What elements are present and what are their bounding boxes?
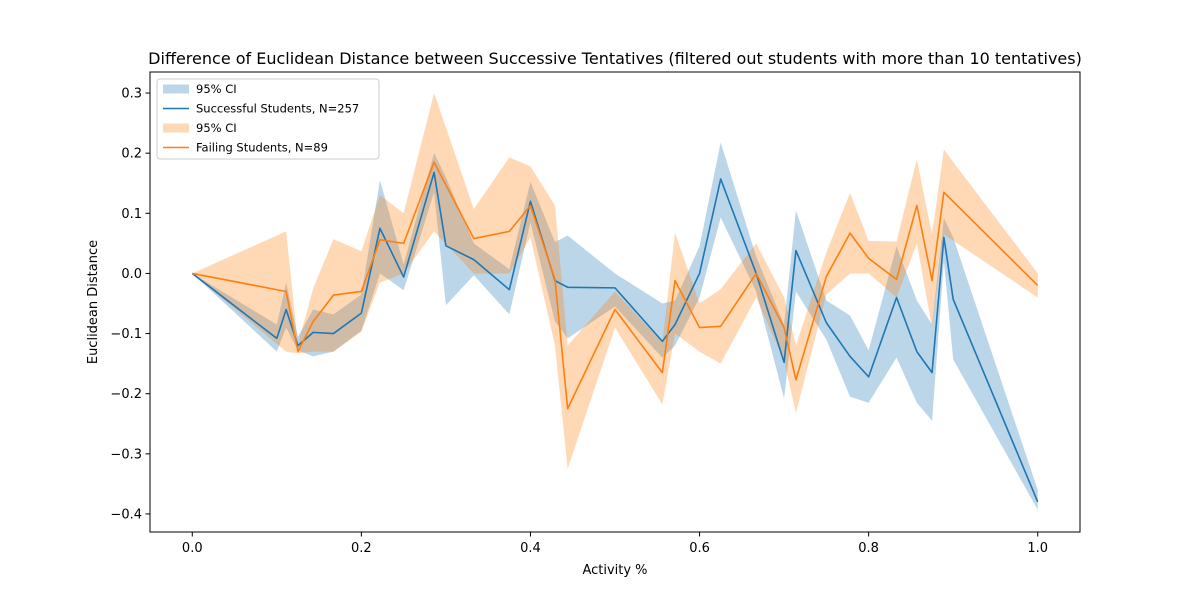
y-axis-label: Euclidean Distance bbox=[86, 240, 101, 364]
x-axis: 0.0 0.2 0.4 0.6 0.8 1.0 bbox=[182, 532, 1048, 556]
series-line-1 bbox=[192, 161, 1039, 410]
x-tick-label: 1.0 bbox=[1027, 541, 1048, 556]
legend-label: Successful Students, N=257 bbox=[196, 102, 359, 116]
legend-swatch-band bbox=[163, 84, 189, 94]
chart-title: Difference of Euclidean Distance between… bbox=[148, 49, 1082, 68]
y-tick-label: 0.1 bbox=[121, 207, 142, 222]
legend: 95% CI Successful Students, N=257 95% CI Fa… bbox=[156, 78, 380, 160]
x-tick-label: 0.6 bbox=[689, 541, 710, 556]
y-tick-label: 0.3 bbox=[121, 87, 142, 102]
plot-frame bbox=[149, 71, 1081, 533]
ci-band-0 bbox=[192, 142, 1038, 510]
y-tick-label: −0.4 bbox=[110, 507, 142, 522]
series-line-0 bbox=[191, 171, 1039, 503]
x-axis-label: Activity % bbox=[582, 563, 647, 578]
x-tick-label: 0.8 bbox=[858, 541, 879, 556]
x-tick-label: 0.2 bbox=[351, 541, 372, 556]
legend-label: 95% CI bbox=[196, 121, 237, 135]
y-tick-label: −0.2 bbox=[110, 387, 142, 402]
x-tick-label: 0.0 bbox=[182, 541, 203, 556]
legend-box bbox=[156, 78, 380, 160]
y-tick-label: −0.3 bbox=[110, 447, 142, 462]
legend-label: Failing Students, N=89 bbox=[196, 141, 328, 155]
legend-swatch-band bbox=[163, 123, 189, 133]
y-tick-label: 0.0 bbox=[121, 267, 142, 282]
ci-band-1 bbox=[192, 93, 1038, 469]
y-tick-label: 0.2 bbox=[121, 147, 142, 162]
legend-label: 95% CI bbox=[196, 82, 237, 96]
x-tick-label: 0.4 bbox=[520, 541, 541, 556]
y-axis: −0.4 −0.3 −0.2 −0.1 0.0 0.1 0.2 0.3 bbox=[110, 87, 150, 522]
y-tick-label: −0.1 bbox=[110, 327, 142, 342]
series-lines bbox=[191, 161, 1039, 503]
confidence-bands bbox=[192, 93, 1038, 510]
